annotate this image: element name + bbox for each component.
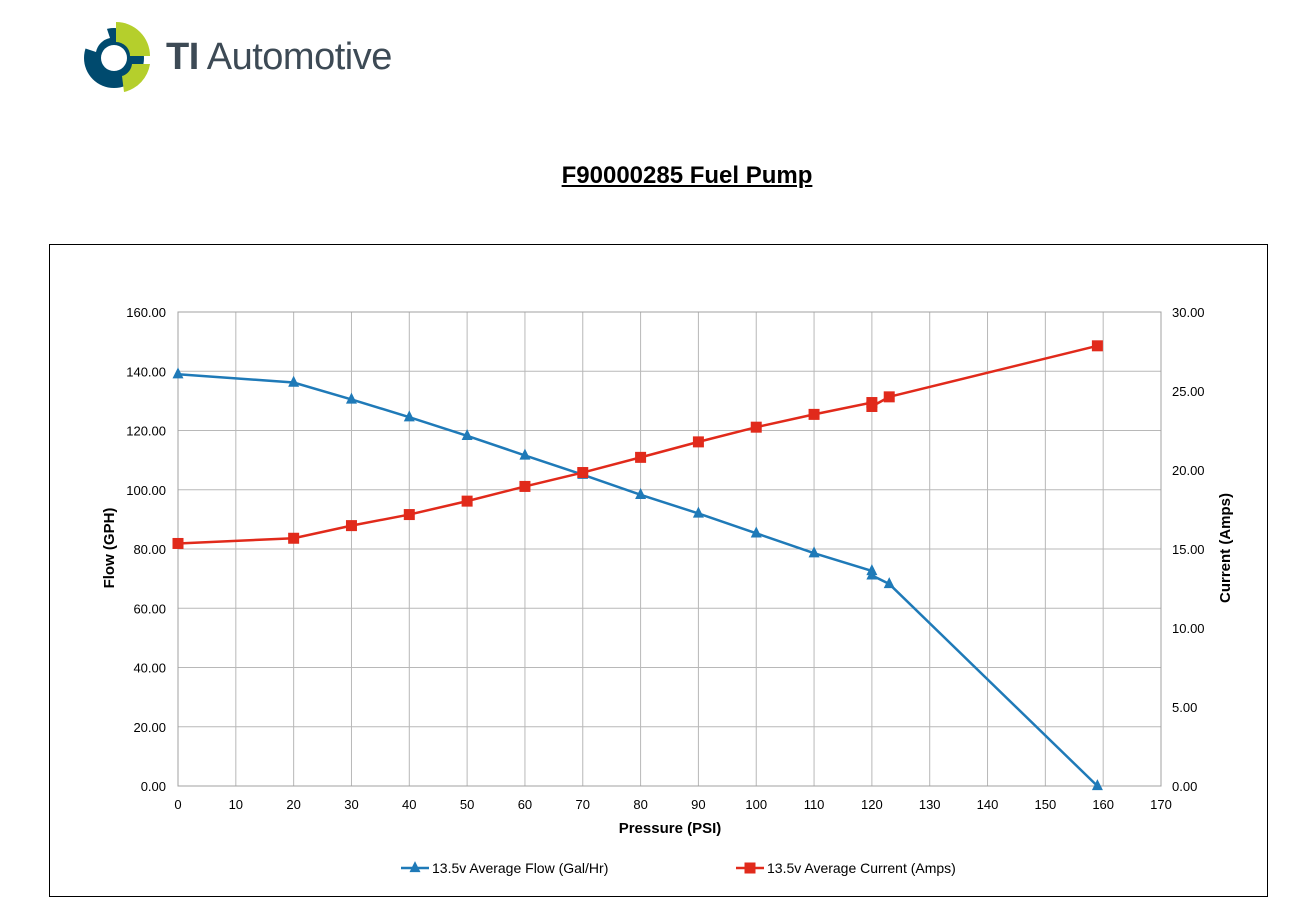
- flow-data-point: [750, 526, 762, 538]
- current-data-point: [288, 532, 300, 544]
- flow-data-point: [635, 487, 647, 499]
- logo-mark-icon: [84, 22, 150, 92]
- y-tick-label: 120.00: [126, 424, 166, 439]
- chart-legend: 13.5v Average Flow (Gal/Hr) 13.5v Average…: [401, 860, 956, 876]
- chart-series: [172, 340, 1103, 791]
- flow-data-point: [808, 546, 820, 558]
- plot-area-border: [177, 311, 1162, 787]
- y-tick-label: 40.00: [133, 661, 166, 676]
- current-data-point: [808, 408, 820, 420]
- x-tick-label: 120: [861, 797, 883, 812]
- legend-current-marker: [744, 862, 756, 874]
- current-data-point: [577, 467, 589, 479]
- page-title: F90000285 Fuel Pump: [561, 162, 813, 189]
- y2-tick-label: 25.00: [1172, 384, 1205, 399]
- current-data-point: [883, 391, 895, 403]
- y-axis-label: Flow (GPH): [101, 508, 118, 589]
- fuel-pump-chart: 0 10 20 30 40 50 60 70 80 90 100 110 120 130 140 150 160…: [101, 305, 1234, 876]
- y2-tick-label: 10.00: [1172, 621, 1205, 636]
- company-logo: TI Automotive: [76, 18, 416, 98]
- x-tick-label: 150: [1035, 797, 1057, 812]
- x-tick-label: 170: [1150, 797, 1172, 812]
- y2-axis-label: Current (Amps): [1217, 493, 1234, 603]
- y2-tick-label: 30.00: [1172, 305, 1205, 320]
- flow-data-point: [288, 375, 300, 387]
- flow-data-point: [461, 429, 473, 441]
- x-tick-label: 10: [229, 797, 243, 812]
- flow-data-point: [1091, 779, 1103, 791]
- y-tick-label: 20.00: [133, 720, 166, 735]
- current-data-point: [866, 400, 878, 412]
- x-tick-label: 70: [576, 797, 590, 812]
- legend-current-label: 13.5v Average Current (Amps): [767, 860, 956, 876]
- y-tick-label: 0.00: [141, 779, 166, 794]
- flow-data-point: [883, 577, 895, 589]
- legend-flow-label: 13.5v Average Flow (Gal/Hr): [432, 860, 608, 876]
- current-data-point: [172, 537, 184, 549]
- current-series-line: [177, 344, 1098, 545]
- x-tick-label: 60: [518, 797, 532, 812]
- flow-data-point: [403, 410, 415, 422]
- logo-wordmark-rest: Automotive: [206, 36, 393, 78]
- x-axis-label: Pressure (PSI): [619, 820, 722, 837]
- y2-tick-label: 15.00: [1172, 542, 1205, 557]
- flow-series-line: [177, 372, 1099, 787]
- x-tick-label: 90: [691, 797, 705, 812]
- current-data-point: [692, 436, 704, 448]
- x-tick-label: 0: [174, 797, 181, 812]
- x-tick-label: 100: [745, 797, 767, 812]
- x-tick-label: 30: [344, 797, 358, 812]
- y2-tick-label: 0.00: [1172, 779, 1197, 794]
- flow-data-point: [519, 448, 531, 460]
- logo-wordmark-bold: TI: [166, 36, 199, 78]
- x-tick-label: 20: [286, 797, 300, 812]
- x-tick-label: 40: [402, 797, 416, 812]
- chart-grid: [177, 311, 1162, 787]
- y2-tick-label: 20.00: [1172, 463, 1205, 478]
- y-tick-label: 160.00: [126, 305, 166, 320]
- y-tick-label: 80.00: [133, 542, 166, 557]
- current-data-point: [1091, 340, 1103, 352]
- x-tick-label: 160: [1092, 797, 1114, 812]
- current-data-point: [750, 421, 762, 433]
- current-data-point: [461, 495, 473, 507]
- flow-data-point: [692, 506, 704, 518]
- flow-data-point: [172, 367, 184, 379]
- x-tick-label: 80: [633, 797, 647, 812]
- chart-frame: 0 10 20 30 40 50 60 70 80 90 100 110 120 130 140 150 160…: [49, 244, 1268, 897]
- logo-wordmark: TI Automotive: [166, 36, 392, 79]
- x-tick-label: 110: [804, 797, 825, 812]
- x-tick-label: 130: [919, 797, 941, 812]
- flow-data-point: [345, 392, 357, 404]
- current-data-point: [345, 520, 357, 532]
- y2-tick-label: 5.00: [1172, 700, 1197, 715]
- legend-flow-marker: [409, 861, 421, 873]
- chart-axes: 0 10 20 30 40 50 60 70 80 90 100 110 120 130 140 150 160…: [126, 305, 1204, 812]
- y-tick-label: 100.00: [126, 483, 166, 498]
- x-tick-label: 140: [977, 797, 999, 812]
- y-tick-label: 60.00: [133, 601, 166, 616]
- current-data-point: [403, 509, 415, 521]
- current-data-point: [635, 451, 647, 463]
- current-data-point: [519, 480, 531, 492]
- x-tick-label: 50: [460, 797, 474, 812]
- flow-data-point: [866, 568, 878, 580]
- y-tick-label: 140.00: [126, 364, 166, 379]
